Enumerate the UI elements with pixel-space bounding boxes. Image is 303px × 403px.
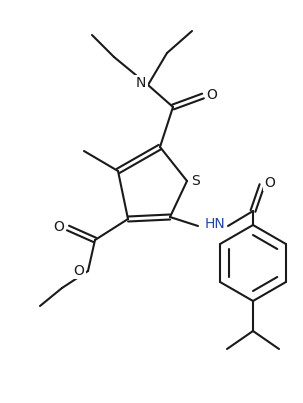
Text: O: O	[74, 264, 85, 278]
Text: S: S	[191, 174, 200, 188]
Text: HN: HN	[205, 217, 225, 231]
Text: N: N	[136, 76, 146, 90]
Text: O: O	[207, 88, 218, 102]
Text: O: O	[265, 176, 275, 190]
Text: O: O	[54, 220, 65, 234]
